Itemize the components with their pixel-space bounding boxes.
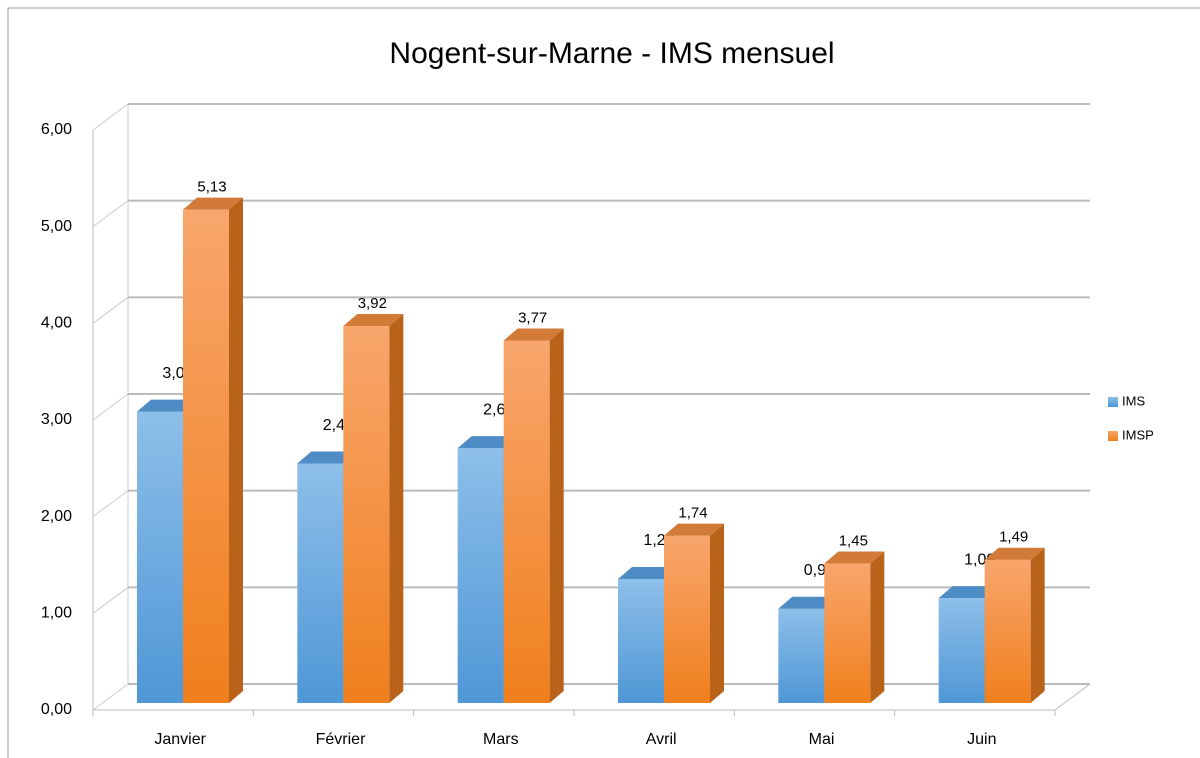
- value-label: 3,92: [358, 295, 387, 312]
- bar-side: [710, 523, 724, 703]
- x-tick-label: Avril: [646, 731, 677, 748]
- value-label: 5,13: [197, 179, 226, 196]
- x-tick-label: Février: [316, 731, 366, 748]
- floor-edge: [1054, 683, 1091, 711]
- bar-front: [183, 209, 229, 704]
- y-tick-label: 5,00: [41, 218, 72, 235]
- bar-top: [664, 523, 724, 536]
- bar-top: [984, 547, 1045, 560]
- bar-top: [618, 566, 678, 579]
- value-label: 1,74: [678, 505, 707, 522]
- grid-line-side: [92, 296, 129, 324]
- bar-side: [229, 197, 243, 704]
- grid-line-side: [92, 490, 129, 518]
- y-tick-label: 2,00: [41, 508, 72, 525]
- bar-front: [503, 340, 550, 703]
- bar-top: [778, 596, 839, 609]
- bar-top: [297, 451, 358, 464]
- chart-title: Nogent-sur-Marne - IMS mensuel: [389, 37, 834, 70]
- y-tick-label: 0,00: [41, 701, 72, 718]
- bar-top: [137, 399, 197, 412]
- y-tick-label: 4,00: [41, 315, 72, 332]
- bar-front: [137, 411, 183, 703]
- grid-line-side: [92, 200, 129, 228]
- legend-swatch: [1108, 431, 1118, 441]
- y-tick-label: 3,00: [41, 411, 72, 428]
- value-label: 3,77: [518, 309, 547, 326]
- value-label: 1,49: [999, 529, 1028, 546]
- bar-side: [1030, 547, 1045, 703]
- bar: [183, 197, 243, 704]
- value-label: 1,45: [839, 533, 868, 550]
- x-tick-label: Mars: [483, 731, 519, 748]
- legend-label: IMS: [1122, 393, 1145, 408]
- bar-top: [183, 197, 243, 210]
- bar: [984, 547, 1045, 703]
- bar-top: [503, 328, 564, 341]
- bar-front: [984, 559, 1031, 703]
- x-tick-label: Juin: [967, 731, 996, 748]
- grid-line-side: [92, 393, 129, 421]
- bar-side: [870, 551, 885, 703]
- bar-front: [618, 578, 664, 703]
- legend-swatch: [1108, 397, 1118, 407]
- bar-front: [824, 563, 871, 703]
- bar: [343, 314, 404, 703]
- bar-front: [343, 326, 390, 703]
- bar-front: [778, 608, 825, 703]
- bar: [664, 523, 724, 703]
- bar-top: [343, 314, 404, 327]
- bar-front: [297, 463, 344, 703]
- grid-line-side: [92, 683, 129, 711]
- bar-top: [938, 586, 999, 599]
- bar-front: [457, 448, 504, 703]
- legend-label: IMSP: [1122, 427, 1154, 442]
- y-tick-label: 1,00: [41, 605, 72, 622]
- bar-side: [549, 328, 564, 703]
- grid-line-side: [92, 103, 129, 131]
- y-tick-label: 6,00: [41, 121, 72, 138]
- bar: [824, 551, 885, 703]
- x-tick-label: Mai: [809, 731, 835, 748]
- x-tick-label: Janvier: [154, 731, 206, 748]
- bar-front: [938, 598, 985, 703]
- bar-side: [389, 314, 404, 703]
- bar: [503, 328, 564, 703]
- bar-front: [664, 535, 710, 703]
- bar-top: [824, 551, 885, 564]
- grid-line-side: [92, 586, 129, 614]
- bar-top: [457, 436, 518, 449]
